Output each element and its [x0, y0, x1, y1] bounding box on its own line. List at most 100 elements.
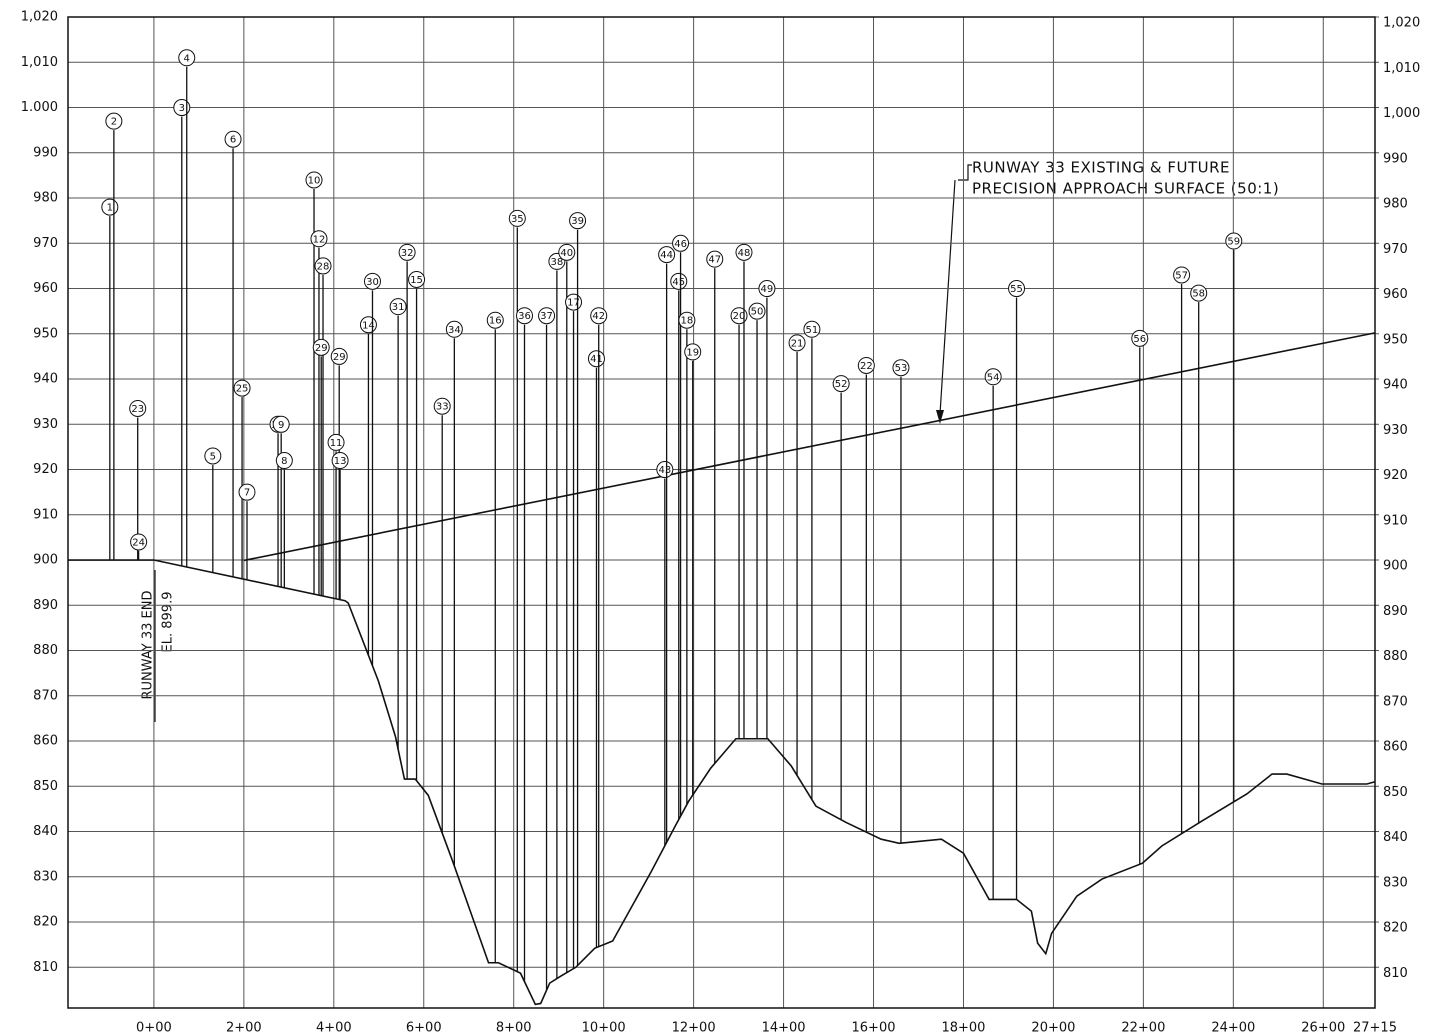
obstacle-label: 3 — [179, 103, 185, 114]
obstacle-label: 7 — [244, 488, 250, 499]
obstacle-marker — [433, 397, 451, 415]
obstacle-label: 14 — [362, 320, 375, 331]
obstacle-marker — [445, 320, 463, 338]
y-tick-label: 840 — [33, 824, 58, 839]
obstacle-marker — [892, 359, 910, 377]
obstacle-marker — [305, 171, 323, 189]
x-tick-label: 8+00 — [496, 1021, 532, 1036]
y-tick-label: 950 — [33, 326, 58, 341]
obstacle-label: 44 — [660, 250, 673, 261]
obstacle-marker — [672, 234, 690, 252]
y2-tick-label: 1,020 — [1383, 16, 1420, 31]
y2-tick-label: 1,000 — [1383, 106, 1420, 121]
obstacle-label: 31 — [392, 302, 405, 313]
obstacle-label: 20 — [733, 311, 746, 322]
obstacle-marker — [587, 350, 605, 368]
obstacle-marker — [275, 452, 293, 470]
y2-tick-label: 950 — [1383, 332, 1408, 347]
y2-tick-label: 930 — [1383, 423, 1408, 438]
y2-tick-label: 900 — [1383, 559, 1408, 574]
obstacle-marker — [408, 271, 426, 289]
obstacle-marker — [1008, 280, 1026, 298]
x-tick-label: 10+00 — [582, 1021, 626, 1036]
y2-tick-label: 870 — [1383, 694, 1408, 709]
obstacle-marker — [1225, 232, 1243, 250]
obstacle-label: 53 — [895, 363, 908, 374]
y2-tick-label: 970 — [1383, 242, 1408, 257]
obstacle-label: 19 — [686, 347, 699, 358]
y-tick-label: 910 — [33, 507, 58, 522]
obstacle-marker — [1190, 284, 1208, 302]
obstacle-marker — [656, 461, 674, 479]
y2-tick-label: 920 — [1383, 468, 1408, 483]
obstacle-label: 8 — [281, 456, 287, 467]
x-tick-label: 6+00 — [406, 1021, 442, 1036]
obstacle-label: 34 — [448, 325, 461, 336]
obstacle-label: 42 — [592, 311, 605, 322]
obstacle-marker — [224, 130, 242, 148]
x-tick-label: 4+00 — [316, 1021, 352, 1036]
x-tick-label: 16+00 — [852, 1021, 896, 1036]
obstacle-label: 47 — [708, 255, 721, 266]
obstacle-label: 18 — [681, 316, 694, 327]
obstacle-label: 49 — [761, 284, 774, 295]
y2-tick-label: 820 — [1383, 921, 1408, 936]
obstacle-label: 59 — [1227, 237, 1240, 248]
y-tick-label: 820 — [33, 915, 58, 930]
obstacle-marker — [1131, 329, 1149, 347]
x-tick-label: 24+00 — [1211, 1021, 1255, 1036]
obstacle-marker — [748, 302, 766, 320]
obstacle-label: 9 — [278, 420, 284, 431]
obstacle-marker — [173, 99, 191, 117]
obstacle-marker — [105, 112, 123, 130]
approach-surface — [243, 332, 1376, 562]
obstacle-marker — [486, 311, 504, 329]
obstacle-marker — [389, 298, 407, 316]
obstacle-label: 33 — [436, 402, 449, 413]
annotation-line: RUNWAY 33 EXISTING & FUTURE — [972, 159, 1230, 177]
obstacle-marker — [314, 257, 332, 275]
obstacle-label: 50 — [751, 307, 764, 318]
obstacle-marker — [590, 307, 608, 325]
obstacle-label: 23 — [131, 404, 144, 415]
x-tick-label: 20+00 — [1031, 1021, 1075, 1036]
obstacle-label: 4 — [184, 53, 190, 64]
plot-frame — [67, 16, 1376, 1009]
runway-label-line: EL. 899.9 — [161, 592, 176, 653]
obstacle-label: 55 — [1010, 284, 1023, 295]
y-tick-label: 920 — [33, 462, 58, 477]
x-tick-label: 2+00 — [226, 1021, 262, 1036]
y-tick-label: 1,010 — [21, 55, 58, 70]
y2-tick-label: 830 — [1383, 875, 1408, 890]
y2-tick-label: 960 — [1383, 287, 1408, 302]
obstacle-marker — [233, 379, 251, 397]
annotation-line: PRECISION APPROACH SURFACE (50:1) — [972, 180, 1279, 198]
obstacle-label: 46 — [674, 239, 687, 250]
obstacle-marker — [735, 243, 753, 261]
leader-line — [939, 179, 956, 415]
obstacle-marker — [204, 447, 222, 465]
y2-tick-label: 910 — [1383, 513, 1408, 528]
obstacle-label: 32 — [401, 248, 414, 259]
obstacle-label: 6 — [230, 135, 236, 146]
x-tick-label: 22+00 — [1121, 1021, 1165, 1036]
obstacle-label: 58 — [1192, 289, 1205, 300]
y-tick-label: 960 — [33, 281, 58, 296]
y2-tick-label: 810 — [1383, 966, 1408, 981]
obstacle-label: 21 — [791, 338, 804, 349]
obstacle-label: 35 — [511, 214, 524, 225]
obstacle-marker — [670, 272, 688, 290]
obstacle-label: 43 — [658, 465, 671, 476]
obstacle-marker — [984, 368, 1002, 386]
obstacle-marker — [331, 452, 349, 470]
obstacle-label: 51 — [806, 325, 819, 336]
obstacle-label: 30 — [366, 277, 379, 288]
y-tick-label: 990 — [33, 145, 58, 160]
terrain-profile — [68, 559, 1376, 1006]
obstacle-label: 17 — [567, 298, 580, 309]
obstacle-label: 12 — [313, 234, 326, 245]
obstacle-marker — [363, 272, 381, 290]
y-tick-label: 870 — [33, 688, 58, 703]
